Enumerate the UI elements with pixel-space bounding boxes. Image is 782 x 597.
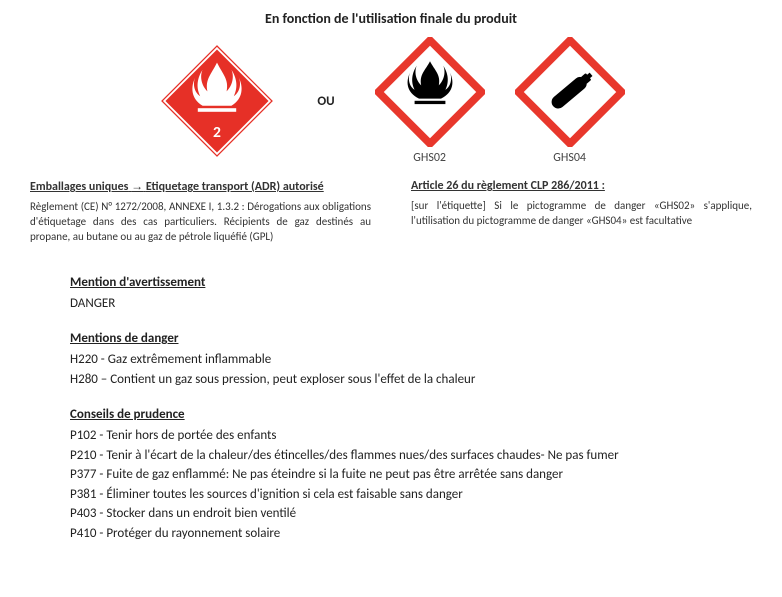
left-heading-b: Etiquetage transport (ADR) autorisé xyxy=(146,180,324,194)
right-column: Article 26 du règlement CLP 286/2011 : [… xyxy=(411,179,752,245)
ghs02-box: GHS02 xyxy=(375,37,485,165)
precaution-title: Conseils de prudence xyxy=(70,407,752,422)
regulation-columns: Emballages uniques → Etiquetage transpor… xyxy=(30,179,752,245)
warning-line: DANGER xyxy=(70,294,752,314)
ghs04-label: GHS04 xyxy=(515,151,625,165)
or-separator: OU xyxy=(317,94,334,109)
precaution-line: P377 - Fuite de gaz enflammé: Ne pas éte… xyxy=(70,465,752,485)
right-heading: Article 26 du règlement CLP 286/2011 : xyxy=(411,179,752,193)
ghs04-gas-cylinder-icon xyxy=(515,37,625,147)
hazard-title: Mentions de danger xyxy=(70,331,752,346)
left-heading: Emballages uniques → Etiquetage transpor… xyxy=(30,179,371,194)
left-heading-a: Emballages uniques xyxy=(30,180,128,194)
precaution-section: Conseils de prudence P102 - Tenir hors d… xyxy=(70,407,752,543)
hazard-line: H220 - Gaz extrêmement inflammable xyxy=(70,350,752,370)
precaution-line: P381 - Éliminer toutes les sources d'ign… xyxy=(70,485,752,505)
arrow-icon: → xyxy=(131,179,143,193)
precaution-line: P102 - Tenir hors de portée des enfants xyxy=(70,426,752,446)
ghs02-flame-icon xyxy=(375,37,485,147)
left-body: Règlement (CE) N° 1272/2008, ANNEXE I, 1… xyxy=(30,200,371,245)
warning-section: Mention d'avertissement DANGER xyxy=(70,275,752,314)
hazard-line: H280 – Contient un gaz sous pression, pe… xyxy=(70,370,752,390)
left-column: Emballages uniques → Etiquetage transpor… xyxy=(30,179,371,245)
warning-title: Mention d'avertissement xyxy=(70,275,752,290)
ghs02-label: GHS02 xyxy=(375,151,485,165)
adr-class-number: 2 xyxy=(213,123,221,142)
pictogram-row: 2 OU GHS02 xyxy=(30,37,752,165)
precaution-line: P403 - Stocker dans un endroit bien vent… xyxy=(70,504,752,524)
adr-flammable-gas-icon: 2 xyxy=(157,41,277,161)
precaution-line: P410 - Protéger du rayonnement solaire xyxy=(70,524,752,544)
hazard-section: Mentions de danger H220 - Gaz extrêmemen… xyxy=(70,331,752,389)
ghs-pictogram-group: GHS02 GHS04 xyxy=(375,37,625,165)
page-title: En fonction de l'utilisation finale du p… xyxy=(30,10,752,27)
right-body: [sur l'étiquette] Si le pictogramme de d… xyxy=(411,199,752,229)
ghs04-box: GHS04 xyxy=(515,37,625,165)
precaution-line: P210 - Tenir à l'écart de la chaleur/des… xyxy=(70,446,752,466)
